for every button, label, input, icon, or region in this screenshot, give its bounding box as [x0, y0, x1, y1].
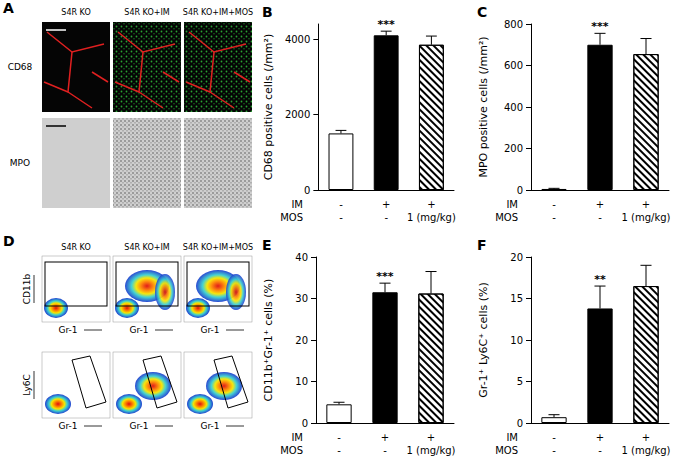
svg-text:CD11b⁺Gr-1⁺ cells (%): CD11b⁺Gr-1⁺ cells (%) — [262, 279, 275, 402]
svg-text:4000: 4000 — [285, 34, 310, 45]
svg-text:Gr-1: Gr-1 — [58, 421, 77, 431]
svg-text:S4R KO+IM: S4R KO+IM — [124, 8, 169, 17]
svg-text:10: 10 — [295, 376, 308, 387]
svg-text:-: - — [552, 212, 556, 223]
svg-text:CD68: CD68 — [8, 62, 33, 72]
svg-text:1 (mg/kg): 1 (mg/kg) — [622, 212, 671, 223]
svg-text:Gr-1⁺ Ly6C⁺ cells (%): Gr-1⁺ Ly6C⁺ cells (%) — [477, 282, 490, 397]
svg-text:+: + — [642, 199, 650, 210]
svg-text:+: + — [427, 432, 435, 443]
svg-text:+: + — [427, 199, 435, 210]
svg-text:30: 30 — [295, 293, 308, 304]
svg-text:+: + — [382, 199, 390, 210]
svg-text:1 (mg/kg): 1 (mg/kg) — [622, 445, 671, 456]
svg-text:IM: IM — [291, 432, 303, 443]
svg-text:F: F — [477, 237, 487, 253]
svg-text:Gr-1: Gr-1 — [200, 325, 219, 335]
svg-text:***: *** — [376, 270, 394, 283]
svg-text:-: - — [337, 445, 341, 456]
svg-text:+: + — [596, 432, 604, 443]
svg-text:-: - — [552, 445, 556, 456]
svg-text:***: *** — [378, 18, 396, 31]
svg-text:**: ** — [594, 273, 606, 286]
svg-text:+: + — [642, 432, 650, 443]
svg-text:0: 0 — [302, 418, 308, 429]
svg-text:5: 5 — [517, 376, 523, 387]
svg-text:-: - — [552, 199, 556, 210]
svg-text:Ly6C: Ly6C — [22, 374, 32, 396]
svg-text:MOS: MOS — [280, 212, 303, 223]
svg-text:1 (mg/kg): 1 (mg/kg) — [407, 445, 456, 456]
svg-text:10: 10 — [510, 335, 523, 346]
svg-text:MPO positive cells (/mm²): MPO positive cells (/mm²) — [477, 36, 490, 177]
svg-text:S4R KO+IM+MOS: S4R KO+IM+MOS — [183, 243, 253, 252]
svg-text:S4R KO+IM+MOS: S4R KO+IM+MOS — [183, 8, 253, 17]
svg-text:0: 0 — [517, 185, 523, 196]
svg-text:***: *** — [591, 20, 609, 33]
svg-text:MPO: MPO — [10, 158, 30, 168]
svg-text:-: - — [552, 432, 556, 443]
svg-text:600: 600 — [504, 60, 523, 71]
svg-text:Gr-1: Gr-1 — [129, 421, 148, 431]
svg-text:20: 20 — [510, 252, 523, 263]
svg-text:B: B — [262, 4, 273, 20]
svg-text:MOS: MOS — [280, 445, 303, 456]
svg-text:CD11b: CD11b — [22, 274, 32, 305]
svg-text:Gr-1: Gr-1 — [200, 421, 219, 431]
svg-text:S4R KO: S4R KO — [61, 8, 90, 17]
svg-text:E: E — [262, 237, 272, 253]
svg-text:-: - — [383, 445, 387, 456]
svg-text:-: - — [598, 212, 602, 223]
svg-text:S4R KO+IM: S4R KO+IM — [124, 243, 169, 252]
svg-text:-: - — [339, 212, 343, 223]
svg-text:800: 800 — [504, 19, 523, 30]
svg-text:Gr-1: Gr-1 — [129, 325, 148, 335]
svg-text:IM: IM — [506, 432, 518, 443]
svg-text:2000: 2000 — [285, 109, 310, 120]
svg-text:CD68 positive cells (/mm²): CD68 positive cells (/mm²) — [262, 34, 275, 181]
svg-text:Gr-1: Gr-1 — [58, 325, 77, 335]
svg-text:200: 200 — [504, 143, 523, 154]
svg-text:S4R KO: S4R KO — [61, 243, 90, 252]
svg-text:40: 40 — [295, 252, 308, 263]
svg-text:-: - — [384, 212, 388, 223]
svg-text:20: 20 — [295, 335, 308, 346]
svg-text:400: 400 — [504, 102, 523, 113]
svg-text:D: D — [3, 233, 15, 249]
svg-text:MOS: MOS — [495, 212, 518, 223]
svg-text:+: + — [381, 432, 389, 443]
svg-text:1 (mg/kg): 1 (mg/kg) — [407, 212, 456, 223]
svg-text:-: - — [598, 445, 602, 456]
svg-text:0: 0 — [304, 185, 310, 196]
svg-text:-: - — [337, 432, 341, 443]
svg-text:IM: IM — [506, 199, 518, 210]
svg-text:+: + — [596, 199, 604, 210]
svg-text:MOS: MOS — [495, 445, 518, 456]
svg-text:C: C — [477, 4, 487, 20]
svg-text:IM: IM — [291, 199, 303, 210]
svg-text:-: - — [339, 199, 343, 210]
svg-text:15: 15 — [510, 293, 523, 304]
svg-text:0: 0 — [517, 418, 523, 429]
svg-text:A: A — [3, 0, 14, 16]
